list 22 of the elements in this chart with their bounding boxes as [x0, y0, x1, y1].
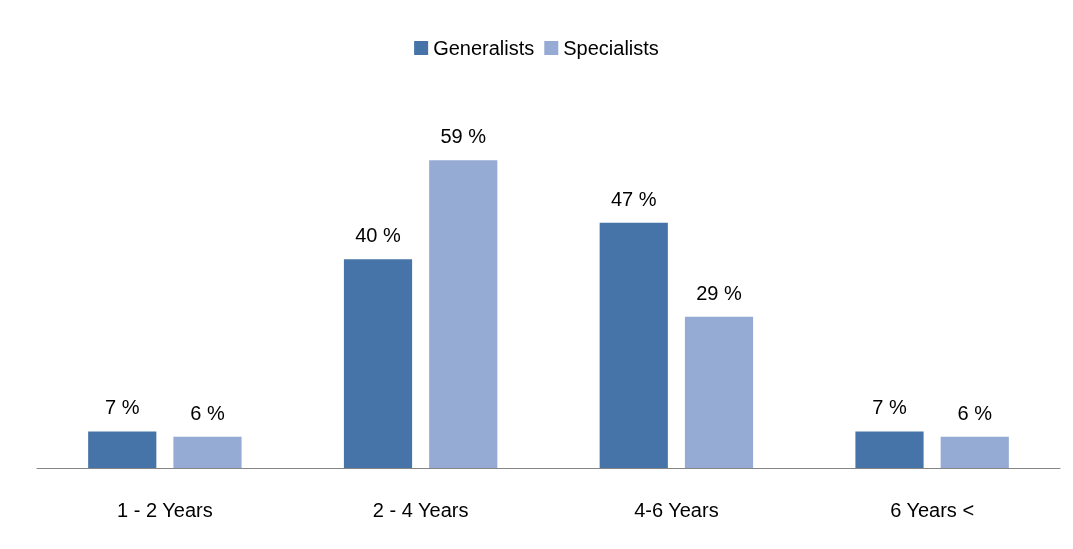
data-label: 29 %: [696, 281, 743, 304]
bar: [343, 259, 413, 468]
bar: [88, 431, 157, 468]
x-tick-label: 6 Years <: [890, 499, 975, 521]
data-label: 6 %: [957, 401, 993, 424]
data-label: 7 %: [872, 396, 907, 419]
legend-label: Specialists: [563, 37, 659, 59]
bar: [940, 436, 1009, 468]
data-label: 6 %: [190, 401, 225, 424]
x-tick-label: 4-6 Years: [634, 499, 719, 521]
bar: [173, 436, 242, 468]
data-label: 59 %: [440, 125, 487, 148]
bar: [855, 431, 924, 468]
data-label: 47 %: [610, 187, 657, 210]
bar: [599, 222, 668, 468]
bar: [429, 160, 498, 468]
bar: [684, 316, 754, 468]
legend-label: Generalists: [433, 37, 535, 59]
data-label: 7 %: [105, 396, 140, 419]
x-tick-label: 1 - 2 Years: [117, 499, 213, 521]
x-tick-label: 2 - 4 Years: [372, 499, 469, 521]
data-label: 40 %: [355, 224, 402, 247]
